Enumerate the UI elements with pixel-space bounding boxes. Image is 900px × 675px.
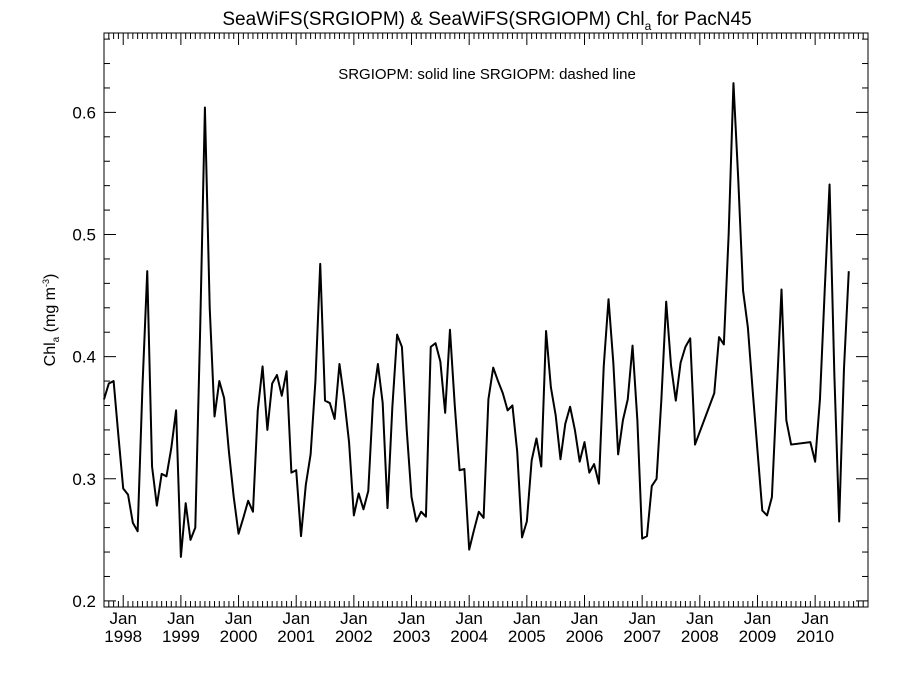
x-tick-month-label: Jan <box>513 609 540 628</box>
y-axis-label-subscript: a <box>51 336 62 342</box>
plot-area: 0.20.30.40.50.6 Jan1998Jan1999Jan2000Jan… <box>72 32 869 646</box>
x-tick-year-label: 2002 <box>335 627 373 646</box>
x-tick-month-label: Jan <box>167 609 194 628</box>
y-tick-label: 0.6 <box>72 103 96 122</box>
x-tick-year-label: 2007 <box>623 627 661 646</box>
x-tick-month-label: Jan <box>340 609 367 628</box>
x-tick-month-label: Jan <box>686 609 713 628</box>
y-axis-ticks: 0.2 0.3 0.4 0.5 0.6 <box>72 38 868 611</box>
x-tick-month-label: Jan <box>628 609 655 628</box>
x-tick-year-label: 2009 <box>739 627 777 646</box>
chart-title: SeaWiFS(SRGIOPM) & SeaWiFS(SRGIOPM) Chla… <box>222 9 751 33</box>
x-tick-month-label: Jan <box>571 609 598 628</box>
x-tick-month-label: Jan <box>744 609 771 628</box>
y-tick-label: 0.5 <box>72 226 96 245</box>
x-tick-year-label: 2010 <box>796 627 834 646</box>
x-tick-year-label: 2008 <box>681 627 719 646</box>
x-tick-year-label: 2006 <box>566 627 604 646</box>
x-tick-month-label: Jan <box>398 609 425 628</box>
x-tick-month-label: Jan <box>455 609 482 628</box>
x-tick-month-label: Jan <box>110 609 137 628</box>
x-tick-year-label: 2005 <box>508 627 546 646</box>
x-tick-year-label: 2004 <box>450 627 488 646</box>
x-axis-ticks: Jan1998Jan1999Jan2000Jan2001Jan2002Jan20… <box>103 33 869 646</box>
chart-annotation: SRGIOPM: solid line SRGIOPM: dashed line <box>338 66 636 83</box>
x-tick-year-label: 2000 <box>220 627 258 646</box>
y-tick-label: 0.4 <box>72 348 96 367</box>
x-tick-month-label: Jan <box>225 609 252 628</box>
y-tick-label: 0.3 <box>72 470 96 489</box>
y-tick-label: 0.2 <box>72 592 96 611</box>
series-line-solid <box>103 82 850 558</box>
x-tick-month-label: Jan <box>282 609 309 628</box>
y-axis-label: Chla (mg m-3) <box>41 274 62 367</box>
series-group <box>103 82 850 558</box>
x-tick-year-label: 2001 <box>277 627 315 646</box>
y-axis-label-superscript: -3 <box>41 279 51 287</box>
x-tick-year-label: 2003 <box>393 627 431 646</box>
plot-frame <box>103 32 869 608</box>
x-tick-year-label: 1999 <box>162 627 200 646</box>
x-tick-year-label: 1998 <box>104 627 142 646</box>
chart-title-subscript: a <box>645 19 652 33</box>
x-tick-month-label: Jan <box>801 609 828 628</box>
